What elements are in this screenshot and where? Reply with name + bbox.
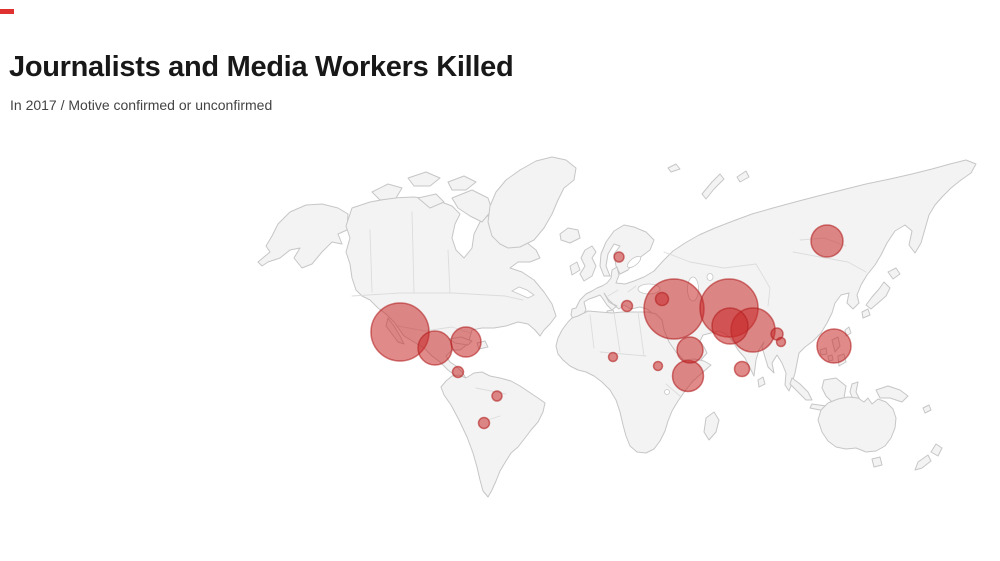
bubble-colombia[interactable] — [451, 365, 465, 379]
landmass-south-america — [440, 371, 546, 498]
baltic-sea — [626, 255, 642, 269]
chart-header: Journalists and Media Workers Killed In … — [9, 50, 514, 113]
aral-sea — [706, 273, 714, 281]
bubble-philippines[interactable] — [816, 328, 852, 364]
islands-canadian-arctic — [371, 171, 493, 223]
bubble-iraq[interactable] — [643, 278, 705, 340]
bubble-honduras-guatemala[interactable] — [417, 330, 453, 366]
bubble-paraguay[interactable] — [477, 416, 491, 430]
bubble-nigeria[interactable] — [607, 351, 619, 363]
landmass-sri-lanka — [757, 376, 766, 388]
bubble-yemen[interactable] — [676, 336, 704, 364]
landmass-tasmania — [871, 456, 883, 468]
islands-japan — [861, 267, 901, 319]
chart-title: Journalists and Media Workers Killed — [9, 51, 514, 83]
lake-victoria — [664, 389, 670, 395]
bubble-layer — [370, 224, 852, 430]
bubble-south-sudan[interactable] — [652, 360, 664, 372]
bubble-syria[interactable] — [654, 291, 670, 307]
great-lakes — [511, 286, 535, 299]
bubble-russia[interactable] — [810, 224, 844, 258]
bubble-dominican-republic[interactable] — [450, 326, 482, 358]
landmass-iceland — [559, 227, 581, 244]
bubble-myanmar[interactable] — [775, 336, 787, 348]
bubble-denmark[interactable] — [613, 251, 625, 263]
islands-new-zealand — [914, 404, 943, 471]
bubble-pakistan[interactable] — [711, 307, 749, 345]
landmass-layer — [257, 156, 977, 498]
chart-subtitle: In 2017 / Motive confirmed or unconfirme… — [10, 97, 273, 113]
bubble-malta[interactable] — [620, 299, 634, 313]
bubble-maldives[interactable] — [733, 360, 751, 378]
landmass-alaska — [257, 203, 349, 269]
landmass-britain — [579, 245, 597, 282]
bubble-somalia[interactable] — [671, 359, 705, 393]
landmass-greenland — [487, 156, 577, 249]
landmass-scandinavia — [599, 224, 655, 277]
islands-russian-arctic — [667, 163, 750, 200]
red-corner-marker — [0, 9, 14, 14]
bubble-brazil[interactable] — [491, 390, 503, 402]
landmass-australia — [817, 396, 897, 453]
landmass-ireland — [569, 261, 581, 276]
landmass-madagascar — [703, 411, 720, 441]
